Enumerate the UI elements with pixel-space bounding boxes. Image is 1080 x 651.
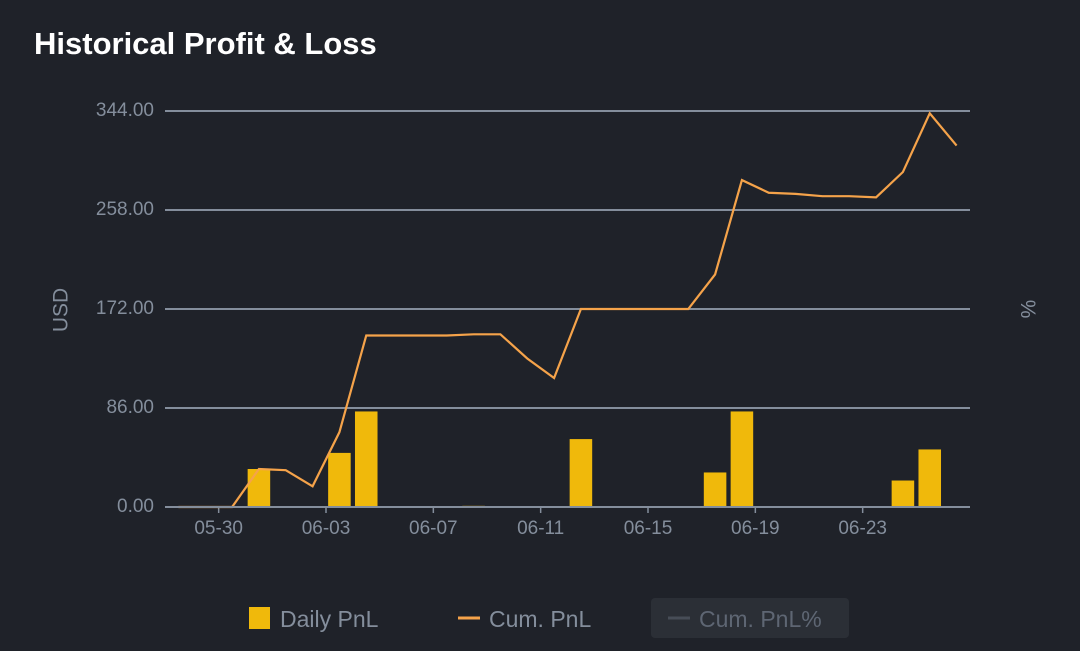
- bar: [569, 439, 593, 507]
- bar: [703, 472, 727, 507]
- y2-axis-label: %: [1018, 300, 1041, 319]
- bar: [891, 480, 915, 507]
- bar: [354, 411, 378, 507]
- y-axis-label: USD: [50, 288, 73, 332]
- x-tick-label: 06-23: [838, 518, 887, 539]
- y-tick-label: 258.00: [96, 199, 154, 220]
- y-tick-label: 86.00: [106, 397, 154, 418]
- legend-label[interactable]: Cum. PnL%: [699, 606, 822, 632]
- x-tick-label: 05-30: [194, 518, 243, 539]
- x-tick-label: 06-15: [624, 518, 673, 539]
- x-tick-label: 06-03: [302, 518, 351, 539]
- legend-swatch[interactable]: [249, 607, 270, 629]
- bar: [730, 411, 754, 507]
- y-tick-label: 172.00: [96, 298, 154, 319]
- bar: [918, 449, 942, 507]
- y-tick-label: 344.00: [96, 100, 154, 121]
- bar: [328, 452, 351, 507]
- legend-label[interactable]: Cum. PnL: [489, 606, 591, 632]
- bar: [247, 469, 271, 507]
- line: [178, 111, 958, 509]
- x-tick-label: 06-07: [409, 518, 458, 539]
- x-tick-label: 06-11: [517, 518, 564, 539]
- chart-title: Historical Profit & Loss: [34, 26, 377, 61]
- legend-label[interactable]: Daily PnL: [280, 606, 379, 632]
- x-tick-label: 06-19: [731, 518, 780, 539]
- y-tick-label: 0.00: [117, 496, 154, 517]
- legend-inactive-box: [651, 598, 849, 638]
